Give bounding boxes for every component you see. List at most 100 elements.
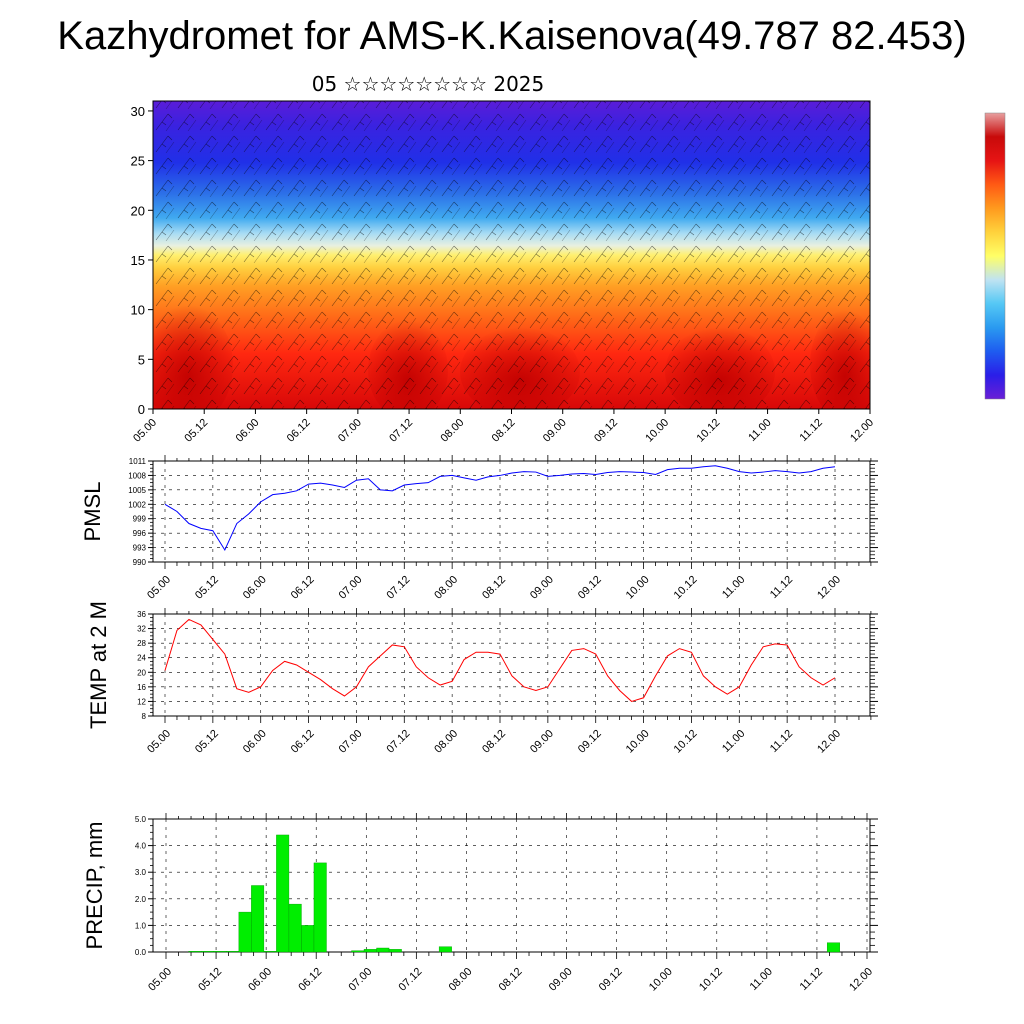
pmsl-line	[164, 465, 836, 552]
x-tick-label: 10.12	[697, 966, 725, 994]
x-tick-label: 05.00	[145, 728, 173, 756]
colorbar	[984, 112, 1006, 400]
y-axis-title: TEMP at 2 M	[86, 601, 111, 729]
y-tick-label: 1011	[129, 457, 147, 466]
precip-bar	[188, 951, 202, 953]
temp-line	[164, 618, 836, 702]
page-title: Kazhydromet for AMS-K.Kaisenova(49.787 8…	[57, 14, 967, 58]
x-tick-label: 10.00	[643, 417, 671, 445]
precip-bar	[288, 903, 302, 953]
x-tick-label: 11.00	[746, 417, 773, 444]
x-tick-label: 08.12	[497, 966, 525, 994]
x-tick-label: 08.00	[447, 966, 475, 994]
precip-bar	[226, 951, 240, 953]
precip-bar	[301, 925, 315, 953]
x-tick-label: 05.12	[193, 728, 221, 756]
x-tick-label: 11.12	[768, 574, 795, 601]
y-tick-label: 993	[133, 544, 147, 553]
x-tick-label: 05.12	[196, 966, 224, 994]
x-tick-label: 06.00	[241, 574, 269, 602]
y-tick-label: 16	[137, 683, 146, 692]
y-tick-label: 36	[137, 610, 146, 619]
x-tick-label: 11.00	[720, 728, 747, 755]
temp-panel: 8 12 16 20 24 28 32 36 05.00 05.12 06.00 06.12 07.00…	[86, 601, 878, 756]
x-tick-label: 06.00	[246, 966, 274, 994]
x-tick-label: 06.12	[289, 574, 317, 602]
x-tick-label: 06.12	[296, 966, 324, 994]
x-tick-label: 07.00	[336, 417, 364, 445]
x-tick-label: 08.00	[438, 417, 466, 445]
x-tick-label: 07.00	[337, 728, 365, 756]
precip-bar	[363, 949, 377, 953]
x-tick-label: 07.00	[346, 966, 374, 994]
precip-bar	[251, 885, 265, 953]
x-tick-label: 08.12	[490, 417, 518, 445]
y-tick-label: 24	[137, 654, 146, 663]
x-tick-label: 05.12	[182, 417, 210, 445]
precip-bar	[826, 942, 840, 953]
y-tick-label: 10	[131, 303, 145, 318]
x-tick-label: 10.00	[647, 966, 675, 994]
x-tick-label: 06.12	[285, 417, 313, 445]
y-axis-title: PRECIP, mm	[82, 822, 107, 950]
x-tick-label: 08.00	[432, 574, 460, 602]
x-tick-label: 09.00	[541, 417, 569, 445]
x-tick-label: 07.12	[384, 574, 412, 602]
precip-panel: 0.0 1.0 2.0 3.0 4.0 5.0 05.00 05.12 06.00 06.12 07…	[82, 813, 878, 994]
x-tick-label: 09.12	[592, 417, 620, 445]
y-tick-label: 3.0	[135, 868, 147, 877]
y-tick-label: 0.0	[135, 948, 147, 957]
x-tick-label: 09.00	[528, 728, 556, 756]
precip-bar	[276, 834, 290, 953]
x-tick-label: 11.00	[720, 574, 747, 601]
y-tick-label: 12	[137, 697, 146, 706]
x-tick-label: 10.12	[672, 728, 700, 756]
x-tick-label: 11.12	[768, 728, 795, 755]
y-tick-label: 28	[137, 639, 146, 648]
y-tick-label: 25	[131, 154, 145, 169]
vertical-profile-panel: 0 5 10 15 20 25 30 05.00 05.12 06.00 06.12 07.00 07…	[131, 100, 876, 445]
y-tick-label: 999	[133, 515, 147, 524]
precip-bar	[313, 862, 327, 953]
x-tick-label: 09.12	[597, 966, 625, 994]
x-tick-label: 07.00	[337, 574, 365, 602]
precip-bar	[213, 951, 227, 953]
y-tick-label: 1005	[128, 486, 146, 495]
pmsl-panel: 990 993 996 999 1002 1005 1008 1011 05.00 05.12 06…	[80, 455, 878, 602]
x-tick-label: 08.12	[480, 728, 508, 756]
x-tick-label: 12.00	[815, 574, 843, 602]
profile-x-axis: 05.00 05.12 06.00 06.12 07.00 07.12 08.00 08.12…	[131, 409, 876, 445]
y-axis-title: PMSL	[80, 482, 105, 542]
x-tick-label: 07.12	[384, 728, 412, 756]
x-tick-label: 08.00	[432, 728, 460, 756]
x-tick-label: 05.00	[146, 966, 174, 994]
precip-bar	[376, 947, 390, 953]
precip-bar	[263, 951, 277, 953]
chart-subtitle: 05 ☆☆☆☆☆☆☆☆ 2025	[311, 72, 545, 96]
x-tick-label: 11.12	[798, 966, 825, 993]
precip-bar	[351, 950, 365, 953]
y-tick-label: 20	[137, 668, 146, 677]
x-tick-label: 07.12	[397, 966, 425, 994]
x-tick-label: 05.00	[131, 417, 159, 445]
x-tick-label: 12.00	[848, 417, 876, 445]
x-tick-label: 11.00	[748, 966, 775, 993]
y-tick-label: 0	[138, 402, 145, 417]
y-tick-label: 30	[131, 104, 145, 119]
y-tick-label: 1002	[128, 500, 146, 509]
x-tick-label: 06.00	[241, 728, 269, 756]
x-tick-label: 09.12	[576, 728, 604, 756]
x-tick-label: 10.00	[624, 574, 652, 602]
y-tick-label: 996	[133, 529, 147, 538]
precip-bar	[438, 946, 452, 953]
x-tick-label: 07.12	[387, 417, 415, 445]
x-tick-label: 10.00	[624, 728, 652, 756]
x-tick-label: 12.00	[847, 966, 875, 994]
y-tick-label: 1008	[128, 471, 146, 480]
y-tick-label: 4.0	[135, 842, 147, 851]
x-tick-label: 05.00	[145, 574, 173, 602]
x-tick-label: 09.12	[576, 574, 604, 602]
precip-bar	[388, 949, 402, 953]
x-tick-label: 06.12	[289, 728, 317, 756]
